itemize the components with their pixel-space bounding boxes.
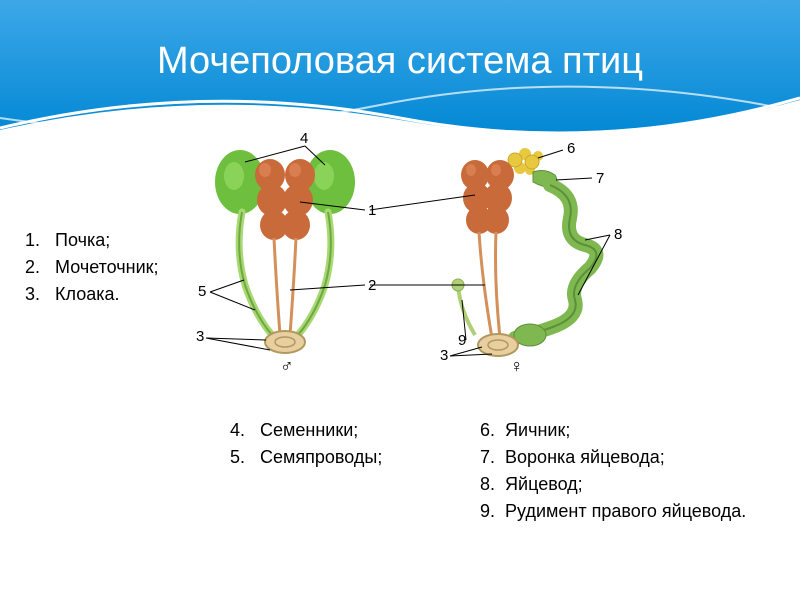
- male-system: [206, 146, 365, 353]
- legend-middle: 4. Семенники; 5. Семяпроводы;: [230, 420, 382, 474]
- label-9-female: 9: [458, 332, 466, 349]
- legend-item: 1. Почка;: [25, 230, 159, 251]
- label-5-male: 5: [198, 283, 206, 300]
- diagram-svg: [200, 140, 620, 380]
- legend-item: 2. Мочеточник;: [25, 257, 159, 278]
- label-8-female: 8: [614, 226, 622, 243]
- label-3-female: 3: [440, 347, 448, 364]
- legend-text: Рудимент правого яйцевода.: [505, 501, 746, 521]
- slide-title: Мочеполовая система птиц: [0, 40, 800, 83]
- legend-item: 6. Яичник;: [480, 420, 760, 441]
- legend-num: 6.: [480, 420, 495, 440]
- legend-text: Яичник;: [505, 420, 570, 440]
- legend-text: Воронка яйцевода;: [505, 447, 665, 467]
- legend-right: 6. Яичник; 7. Воронка яйцевода; 8. Яйцев…: [480, 420, 760, 528]
- legend-num: 1.: [25, 230, 40, 250]
- legend-num: 3.: [25, 284, 40, 304]
- legend-left: 1. Почка; 2. Мочеточник; 3. Клоака.: [25, 230, 159, 311]
- legend-num: 9.: [480, 501, 495, 521]
- legend-text: Яйцевод;: [505, 474, 583, 494]
- legend-num: 2.: [25, 257, 40, 277]
- legend-text: Семенники;: [260, 420, 358, 440]
- legend-item: 7. Воронка яйцевода;: [480, 447, 760, 468]
- female-system: [370, 148, 610, 356]
- label-1-male: 1: [368, 202, 376, 219]
- legend-item: 3. Клоака.: [25, 284, 159, 305]
- label-4-male: 4: [300, 130, 308, 147]
- label-7-female: 7: [596, 170, 604, 187]
- legend-num: 7.: [480, 447, 495, 467]
- legend-num: 5.: [230, 447, 245, 467]
- legend-text: Семяпроводы;: [260, 447, 382, 467]
- legend-item: 4. Семенники;: [230, 420, 382, 441]
- legend-text: Клоака.: [55, 284, 120, 304]
- legend-item: 5. Семяпроводы;: [230, 447, 382, 468]
- male-symbol-icon: ♂: [280, 356, 294, 377]
- legend-num: 8.: [480, 474, 495, 494]
- legend-num: 4.: [230, 420, 245, 440]
- legend-item: 8. Яйцевод;: [480, 474, 760, 495]
- legend-text: Почка;: [55, 230, 110, 250]
- female-symbol-icon: ♀: [510, 356, 524, 377]
- label-2-male: 2: [368, 277, 376, 294]
- legend-item: 9. Рудимент правого яйцевода.: [480, 501, 760, 522]
- anatomical-diagram: 1 2 3 4 5 ♂ 3 6 7 8 9 ♀: [200, 140, 620, 380]
- label-3-male: 3: [196, 328, 204, 345]
- label-6-female: 6: [567, 140, 575, 157]
- legend-text: Мочеточник;: [55, 257, 159, 277]
